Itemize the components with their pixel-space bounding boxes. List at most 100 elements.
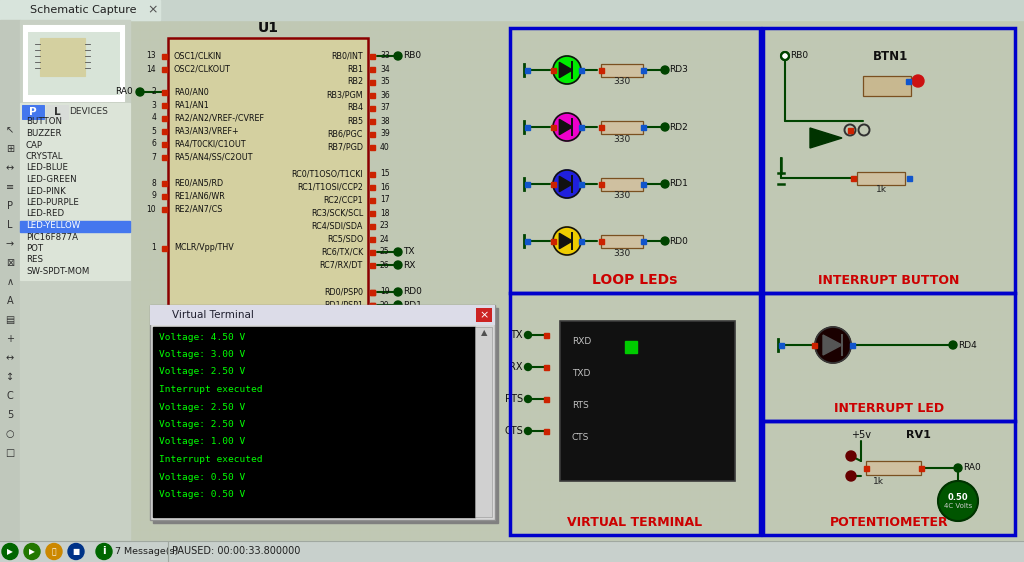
Circle shape	[553, 227, 581, 255]
Bar	[524, 182, 529, 187]
Text: 23: 23	[380, 221, 389, 230]
Text: RD2/PSP2: RD2/PSP2	[324, 314, 362, 323]
Circle shape	[524, 428, 531, 434]
Text: ↔: ↔	[6, 353, 14, 363]
Text: 28: 28	[380, 352, 389, 361]
Bar	[162, 89, 167, 94]
Text: 22: 22	[380, 327, 389, 336]
Bar	[370, 329, 375, 333]
Text: POTENTIOMETER: POTENTIOMETER	[829, 515, 948, 528]
Text: P: P	[30, 107, 37, 117]
Bar	[598, 67, 603, 72]
Text: 21: 21	[380, 314, 389, 323]
Bar	[20, 220, 130, 232]
Text: 33: 33	[380, 52, 390, 61]
Text: RA4/T0CKI/C1OUT: RA4/T0CKI/C1OUT	[174, 139, 246, 148]
Text: ≡: ≡	[6, 182, 14, 192]
Circle shape	[394, 301, 402, 309]
Circle shape	[394, 288, 402, 296]
Bar	[848, 128, 853, 133]
Bar	[162, 193, 167, 198]
Bar	[0, 20, 20, 562]
Bar	[560, 321, 735, 481]
Circle shape	[662, 180, 669, 188]
Bar	[168, 38, 368, 378]
Bar	[863, 465, 868, 470]
Text: RC7/RX/DT: RC7/RX/DT	[319, 261, 362, 270]
Bar	[370, 289, 375, 294]
Bar	[640, 125, 645, 129]
Text: Voltage: 0.50 V: Voltage: 0.50 V	[159, 473, 246, 482]
Text: LED-RED: LED-RED	[26, 210, 65, 219]
Circle shape	[394, 248, 402, 256]
Text: POT: POT	[26, 244, 43, 253]
Text: 15: 15	[380, 170, 389, 179]
Text: ×: ×	[479, 310, 488, 320]
Text: 17: 17	[380, 196, 389, 205]
Text: RD5/PSP5: RD5/PSP5	[324, 352, 362, 361]
Bar	[370, 119, 375, 124]
Text: Voltage: 2.50 V: Voltage: 2.50 V	[159, 368, 246, 377]
Polygon shape	[810, 128, 842, 148]
Text: 330: 330	[613, 78, 631, 87]
Bar	[162, 206, 167, 211]
Circle shape	[524, 332, 531, 338]
Text: Virtual Terminal: Virtual Terminal	[172, 310, 254, 320]
Polygon shape	[559, 176, 572, 192]
Bar	[370, 66, 375, 71]
Text: RA3/AN3/VREF+: RA3/AN3/VREF+	[174, 126, 239, 135]
Bar	[601, 234, 643, 247]
Text: RC0/T1OSO/T1CKI: RC0/T1OSO/T1CKI	[292, 170, 362, 179]
Text: +: +	[6, 334, 14, 344]
Text: RXD: RXD	[572, 337, 591, 346]
Bar	[544, 428, 549, 433]
Text: RC4/SDI/SDA: RC4/SDI/SDA	[311, 221, 362, 230]
Text: 7 Message(s): 7 Message(s)	[115, 547, 178, 556]
Text: 35: 35	[380, 78, 390, 87]
Bar	[162, 246, 167, 251]
Circle shape	[2, 543, 18, 560]
Text: RX: RX	[403, 261, 416, 270]
Text: RC5/SDO: RC5/SDO	[327, 234, 362, 243]
Text: TXD: TXD	[572, 369, 591, 378]
Text: 5: 5	[152, 126, 156, 135]
Text: 14: 14	[146, 65, 156, 74]
Text: LED-PURPLE: LED-PURPLE	[26, 198, 79, 207]
Text: LED-GREEN: LED-GREEN	[26, 175, 77, 184]
Text: 1k: 1k	[876, 185, 887, 194]
Bar	[370, 132, 375, 137]
Circle shape	[553, 56, 581, 84]
Bar	[370, 224, 375, 229]
Bar	[370, 237, 375, 242]
Bar	[0, 541, 1024, 562]
Text: □: □	[5, 448, 14, 458]
Bar	[162, 180, 167, 185]
Bar	[763, 293, 1015, 421]
Bar	[598, 125, 603, 129]
Text: 27: 27	[380, 339, 389, 348]
Circle shape	[46, 543, 62, 560]
Circle shape	[24, 543, 40, 560]
Text: L: L	[7, 220, 12, 230]
Text: 3: 3	[152, 101, 156, 110]
Bar	[510, 293, 760, 535]
Text: 38: 38	[380, 116, 389, 125]
Circle shape	[912, 75, 924, 87]
Text: RA2/AN2/VREF-/CVREF: RA2/AN2/VREF-/CVREF	[174, 114, 264, 123]
Bar	[370, 342, 375, 347]
Text: P: P	[7, 201, 13, 211]
Bar	[370, 79, 375, 84]
Bar	[544, 365, 549, 369]
Bar	[524, 67, 529, 72]
Bar	[906, 175, 911, 180]
Bar	[162, 155, 167, 160]
Text: RX: RX	[510, 362, 523, 372]
Text: RD3: RD3	[403, 327, 422, 336]
Circle shape	[662, 123, 669, 131]
Bar	[857, 171, 905, 184]
Bar	[370, 302, 375, 307]
Text: OSC1/CLKIN: OSC1/CLKIN	[174, 52, 222, 61]
Text: RA0: RA0	[116, 88, 133, 97]
Bar	[640, 67, 645, 72]
Text: LED-PINK: LED-PINK	[26, 187, 66, 196]
